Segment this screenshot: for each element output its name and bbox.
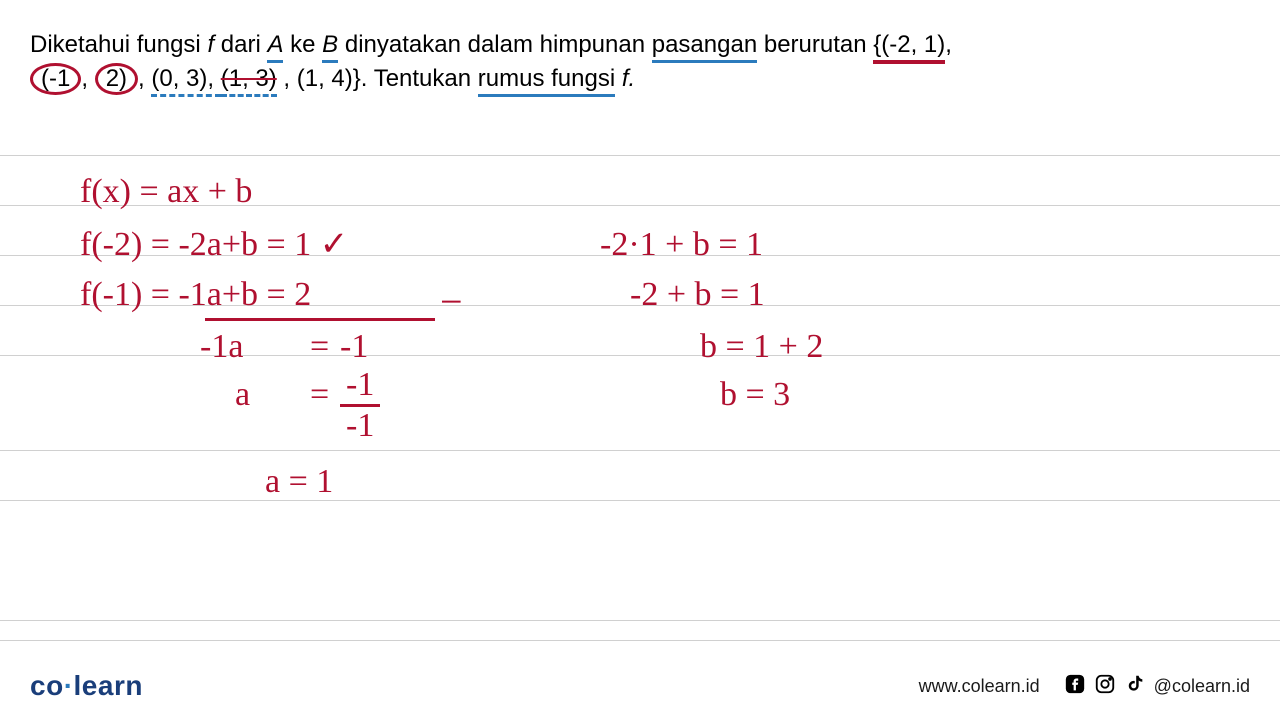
- ruled-area: [0, 140, 1280, 650]
- logo-co: co: [30, 670, 64, 701]
- text: berurutan: [764, 31, 873, 58]
- logo: co·learn: [30, 670, 143, 702]
- hw-sub-lhs: -1a: [200, 330, 243, 364]
- hw-sub-eq: =: [310, 330, 329, 364]
- var-f-end: f.: [622, 65, 635, 92]
- hw-f-1: f(-1) = -1a+b = 2: [80, 278, 311, 312]
- hw-a-eq: =: [310, 378, 329, 412]
- text: dinyatakan dalam himpunan: [345, 31, 652, 58]
- hw-r1: -2·1 + b = 1: [600, 228, 763, 262]
- text: dari: [221, 31, 268, 58]
- hw-a: a: [235, 378, 250, 412]
- pair-2-circled-a: (-1: [30, 63, 81, 95]
- pair-3: (0, 3),: [151, 65, 220, 97]
- var-f: f: [207, 31, 214, 58]
- word-rumus: rumus fungsi: [478, 65, 615, 97]
- problem-statement: Diketahui fungsi f dari A ke B dinyataka…: [30, 28, 1250, 95]
- hw-r4: b = 3: [720, 378, 790, 412]
- pair-1: {(-2, 1): [873, 31, 945, 64]
- hw-r2: -2 + b = 1: [630, 278, 765, 312]
- logo-learn: learn: [74, 670, 143, 701]
- frac-den: -1: [340, 407, 380, 443]
- hw-r3: b = 1 + 2: [700, 330, 823, 364]
- hw-f-2: f(-2) = -2a+b = 1 ✓: [80, 228, 348, 262]
- facebook-icon: [1064, 673, 1086, 700]
- tiktok-icon: [1124, 673, 1146, 700]
- hw-sub-rhs: -1: [340, 330, 368, 364]
- hw-fx: f(x) = ax + b: [80, 175, 252, 209]
- subtraction-line: [205, 318, 435, 321]
- instagram-icon: [1094, 673, 1116, 700]
- text: , (1, 4)}. Tentukan: [283, 65, 477, 92]
- logo-dot: ·: [64, 670, 74, 701]
- pair-2-circled-b: 2): [95, 63, 138, 95]
- social-icons: @colearn.id: [1064, 673, 1250, 700]
- comma: ,: [945, 31, 952, 58]
- pair-4-strike: (1, 3): [221, 65, 277, 97]
- footer: co·learn www.colearn.id @colearn.id: [30, 670, 1250, 702]
- text: Diketahui fungsi: [30, 31, 207, 58]
- social-handle: @colearn.id: [1154, 676, 1250, 697]
- var-B: B: [322, 31, 338, 63]
- frac-num: -1: [340, 368, 380, 407]
- hw-a-result: a = 1: [265, 465, 333, 499]
- var-A: A: [267, 31, 283, 63]
- text: ke: [290, 31, 322, 58]
- minus-op: −: [440, 282, 463, 322]
- footer-right: www.colearn.id @colearn.id: [919, 673, 1250, 700]
- word-pasangan: pasangan: [652, 31, 757, 63]
- hw-frac: -1 -1: [340, 368, 380, 443]
- footer-url: www.colearn.id: [919, 676, 1040, 697]
